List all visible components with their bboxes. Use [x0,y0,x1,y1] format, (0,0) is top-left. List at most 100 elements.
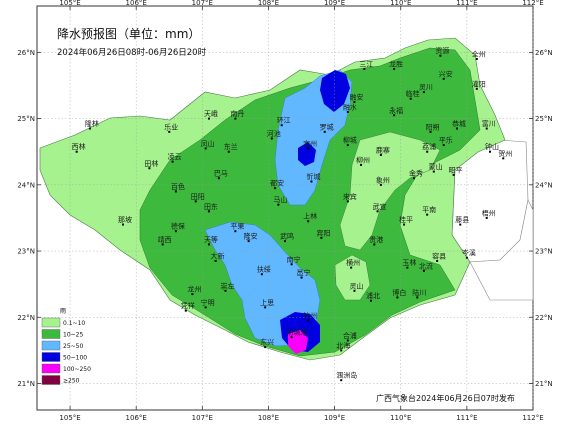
place-name: 防城港 [287,328,308,337]
place-marker [412,177,415,180]
place-marker [393,114,396,117]
lon-label-top: 105°E [59,0,80,7]
place-name: 上思 [260,298,274,307]
place-name: 天峨 [204,109,218,118]
place-marker [274,187,277,190]
lon-label-bottom: 105°E [59,414,80,422]
place-marker [184,309,187,312]
place-name: 东兴 [260,338,274,347]
place-marker [75,150,78,153]
place-name: 融安 [349,93,363,102]
place-name: 大新 [211,251,225,260]
place-marker [442,144,445,147]
place-name: 蒙山 [429,162,443,171]
place-name: 凤山 [201,139,215,148]
place-marker [214,259,217,262]
legend-swatch [41,375,61,385]
place-marker [234,117,237,120]
lon-label-bottom: 111°E [456,414,477,422]
place-name: 博白 [392,288,406,297]
place-name: 北海 [336,341,350,350]
place-marker [320,236,323,239]
legend-label: 10~25 [63,332,83,339]
place-marker [207,243,210,246]
place-name: 都安 [270,179,284,188]
place-name: 崇左 [220,281,234,290]
place-name: 罗城 [320,123,334,131]
legend-swatch [41,317,61,328]
place-marker [465,256,468,259]
legend-label: 0.1~10 [63,320,85,327]
lat-label-right: 22°N [535,314,553,322]
place-marker [174,190,177,193]
place-name: 昭平 [449,166,463,174]
place-name: 上林 [303,212,317,221]
place-name: 梧州 [482,208,496,217]
place-name: 龙胜 [389,59,403,68]
place-marker [307,147,310,150]
place-name: 钦州 [303,311,317,320]
place-name: 兴安 [439,69,453,78]
place-marker [416,296,419,299]
place-marker [485,127,488,130]
place-marker [277,203,280,206]
place-marker [174,230,177,233]
place-marker [310,180,313,183]
lon-label-bottom: 109°E [324,414,345,422]
place-name: 环江 [277,117,291,125]
place-name: 桂平 [399,215,413,224]
lat-label-right: 26°N [535,49,553,57]
place-marker [290,263,293,266]
lat-label-left: 25°N [17,115,35,123]
lon-label-top: 112°E [522,0,543,7]
place-name: 武宣 [373,202,387,211]
issuer-text: 广西气象台2024年06月26日07时发布 [376,393,515,403]
place-marker [363,67,366,70]
place-marker [194,200,197,203]
place-name: 那坡 [118,215,132,224]
lat-label-left: 21°N [17,380,35,388]
place-marker [396,296,399,299]
lat-label-right: 24°N [535,181,553,189]
place-marker [426,213,429,216]
place-name: 钟山 [485,142,499,151]
place-name: 凭祥 [181,301,195,310]
place-marker [340,349,343,352]
place-marker [234,230,237,233]
place-marker [264,306,267,309]
place-name: 临桂 [406,89,420,98]
lon-label-top: 110°E [390,0,411,7]
place-name: 资源 [435,46,449,55]
place-name: 三江 [359,60,373,68]
place-marker [426,150,429,153]
place-name: 宁明 [201,298,215,307]
place-name: 宜州 [303,139,317,148]
place-name: 灌阳 [472,79,486,88]
place-name: 忻城 [306,172,320,181]
place-marker [346,339,349,342]
place-name: 横州 [346,258,360,267]
place-name: 玉林 [402,258,416,267]
place-name: 合浦 [343,331,357,340]
place-marker [168,130,171,133]
legend-label: 50~100 [63,355,87,362]
place-marker [369,299,372,302]
place-name: 融水 [343,102,357,111]
place-name: 南丹 [230,109,244,118]
place-marker [353,289,356,292]
legend-swatch [41,340,61,351]
place-name: 贺州 [498,149,512,158]
legend: 雨 0.1~10 10~25 25~50 50~100 100~250 ≥250 [41,308,91,385]
lat-label-right: 21°N [535,380,553,388]
place-name: 北流 [419,261,433,270]
place-marker [323,130,326,133]
place-name: 永福 [389,106,403,115]
axis-ticks: 105°E 105°E 106°E 106°E 107°E 107°E 108°E 108°E… [17,0,552,422]
place-marker [307,220,310,223]
place-name: 来宾 [343,192,357,201]
place-marker [290,336,293,339]
place-marker [436,259,439,262]
place-name: 平乐 [439,136,453,145]
